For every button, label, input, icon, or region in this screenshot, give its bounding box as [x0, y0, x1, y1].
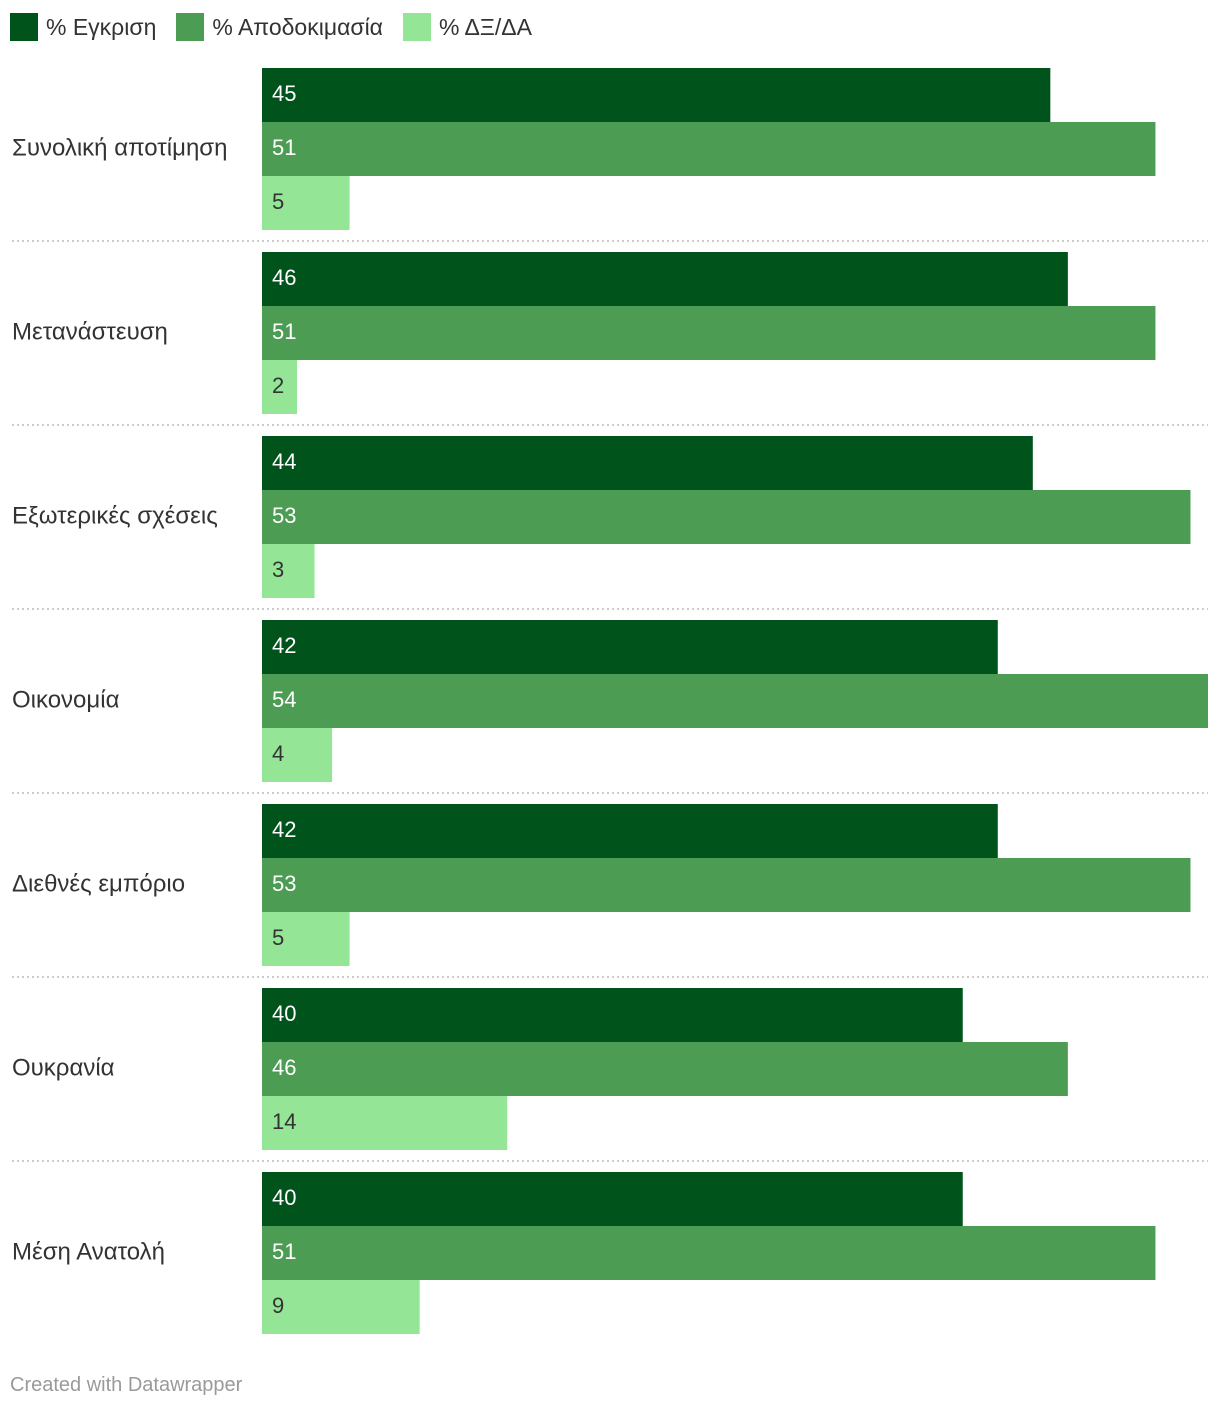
bar: [262, 306, 1156, 360]
bar-value-label: 40: [272, 1185, 296, 1210]
bar-value-label: 54: [272, 687, 296, 712]
bar: [262, 1280, 420, 1334]
bar-value-label: 2: [272, 373, 284, 398]
bar-value-label: 51: [272, 1239, 296, 1264]
bar-value-label: 42: [272, 633, 296, 658]
bar: [262, 490, 1191, 544]
bar: [262, 912, 350, 966]
category-label: Ουκρανία: [12, 1054, 115, 1081]
bar: [262, 728, 333, 782]
bar-value-label: 53: [272, 503, 296, 528]
bar: [262, 176, 350, 230]
datawrapper-credit: Created with Datawrapper: [10, 1374, 243, 1396]
bar: [262, 674, 1208, 728]
bar-value-label: 51: [272, 319, 296, 344]
legend-swatch-disapproval: [176, 13, 205, 41]
bar-value-label: 5: [272, 189, 284, 214]
bar-value-label: 40: [272, 1001, 296, 1026]
bar: [262, 122, 1156, 176]
legend-label-dont-know: % ΔΞ/ΔΑ: [438, 13, 532, 40]
bar: [262, 252, 1068, 306]
legend-item-approval: % Εγκριση: [10, 13, 156, 41]
category-label: Συνολική αποτίμηση: [12, 134, 227, 161]
bar: [262, 544, 315, 598]
bar-value-label: 46: [272, 1055, 296, 1080]
bar-value-label: 45: [272, 81, 296, 106]
bar: [262, 360, 298, 414]
category-label: Διεθνές εμπόριο: [12, 870, 185, 897]
bar-value-label: 44: [272, 449, 296, 474]
legend-swatch-dont-know: [402, 13, 431, 41]
legend-swatch-approval: [10, 13, 38, 41]
bar: [262, 804, 998, 858]
grouped-bar-chart: Συνολική αποτίμηση45515Μετανάστευση46512…: [12, 68, 1208, 1334]
bar-value-label: 46: [272, 265, 296, 290]
bar-value-label: 53: [272, 871, 296, 896]
chart-legend: % Εγκριση % Αποδοκιμασία % ΔΞ/ΔΑ: [10, 12, 552, 42]
legend-label-approval: % Εγκριση: [46, 13, 157, 40]
category-label: Οικονομία: [12, 686, 120, 713]
legend-label-disapproval: % Αποδοκιμασία: [212, 13, 383, 40]
category-label: Μέση Ανατολή: [12, 1238, 165, 1265]
bar-value-label: 3: [272, 557, 284, 582]
bar: [262, 436, 1033, 490]
bar: [262, 1172, 963, 1226]
bar-value-label: 51: [272, 135, 296, 160]
bar-value-label: 4: [272, 741, 284, 766]
bar-value-label: 14: [272, 1109, 296, 1134]
bar-value-label: 5: [272, 925, 284, 950]
bar: [262, 1042, 1068, 1096]
legend-item-dont-know: % ΔΞ/ΔΑ: [402, 13, 532, 41]
bar: [262, 858, 1191, 912]
bar: [262, 68, 1051, 122]
bar: [262, 1226, 1156, 1280]
bar: [262, 1096, 508, 1150]
bar: [262, 620, 998, 674]
bar-value-label: 42: [272, 817, 296, 842]
category-label: Εξωτερικές σχέσεις: [12, 502, 218, 529]
legend-item-disapproval: % Αποδοκιμασία: [176, 13, 383, 41]
category-label: Μετανάστευση: [12, 318, 168, 345]
bar: [262, 988, 963, 1042]
bar-value-label: 9: [272, 1293, 284, 1318]
